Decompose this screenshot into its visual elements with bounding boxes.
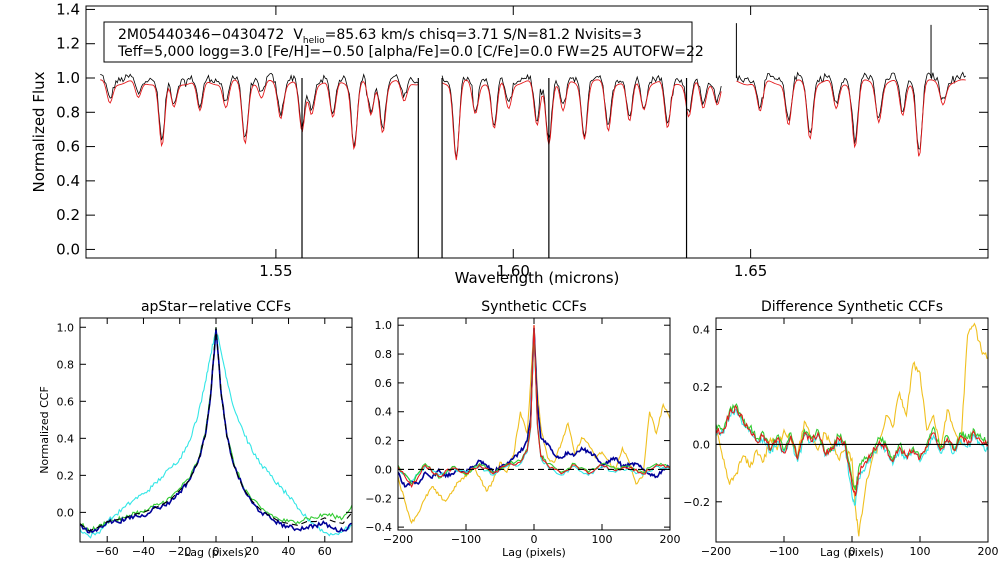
info-box-frame [103, 21, 693, 63]
apstar_ccf-ytick-label: 0.8 [57, 358, 75, 371]
apstar_ccf-xtick-label: −20 [168, 545, 191, 558]
spectrum-model-segment [100, 79, 418, 151]
spectrum-ytick-label: 1.0 [56, 69, 80, 87]
synthetic_ccf-series-red [398, 325, 670, 488]
apstar_ccf-ytick-label: 1.0 [57, 321, 75, 334]
synthetic_ccf-xtick-label: 200 [660, 533, 681, 546]
apstar_ccf-ytick-label: 0.0 [57, 506, 75, 519]
apstar_ccf-plot-area [80, 327, 352, 539]
difference_ccf-ytick-label: −0.2 [683, 496, 710, 509]
info-line-1: 2M05440346−0430472 Vhelio=85.63 km/s chis… [118, 27, 642, 46]
apstar_ccf-ytick-label: 0.6 [57, 395, 75, 408]
synthetic_ccf-xlabel: Lag (pixels) [502, 546, 566, 559]
synthetic_ccf-ytick-label: 0.0 [375, 463, 393, 476]
apstar_ccf-xtick-label: 40 [282, 545, 296, 558]
difference_ccf-series-gold [716, 322, 988, 537]
synthetic_ccf-ytick-label: 0.2 [375, 435, 393, 448]
difference_ccf-title: Difference Synthetic CCFs [761, 299, 943, 315]
spectrum-ytick-label: 0.8 [56, 103, 80, 121]
info-v-sub: helio [303, 36, 325, 46]
apstar_ccf-series-cyan [80, 329, 352, 539]
synthetic_ccf-ytick-label: −0.4 [365, 521, 392, 534]
apstar_ccf-series-navy [80, 329, 352, 534]
spectrum-observed-segment [100, 72, 418, 148]
synthetic_ccf-ytick-label: 0.4 [375, 406, 393, 419]
spectrum-xlabel: Wavelength (microns) [455, 269, 620, 287]
synthetic_ccf-xtick-label: 0 [531, 533, 538, 546]
spectrum-ytick-label: 0.4 [56, 172, 80, 190]
difference_ccf-series-red [716, 404, 988, 497]
difference_ccf-ytick-label: 0.2 [693, 381, 711, 394]
synthetic_ccf-xtick-label: −200 [383, 533, 413, 546]
info-v-prefix: V [293, 27, 303, 43]
apstar_ccf-xtick-label: 60 [318, 545, 332, 558]
info-object: 2M05440346−0430472 [118, 27, 284, 43]
difference_ccf-xtick-label: 100 [910, 545, 931, 558]
spectrum-panel: 1.55 1.60 1.65 0.0 0.2 0.4 0.6 0.8 1.0 1.2 1.4 Wave… [30, 0, 989, 287]
apstar_ccf-title: apStar−relative CCFs [141, 299, 291, 315]
spectrum-plot-area [100, 23, 966, 258]
apstar_ccf-ytick-label: 0.4 [57, 432, 75, 445]
difference_ccf-ytick-label: 0.0 [693, 438, 711, 451]
synthetic_ccf-ytick-label: −0.2 [365, 492, 392, 505]
difference_ccf-xtick-label: −100 [769, 545, 799, 558]
synthetic_ccf-xtick-label: −100 [451, 533, 481, 546]
synthetic_ccf-xtick-label: 100 [592, 533, 613, 546]
synthetic_ccf-series-gold [398, 325, 670, 525]
apstar_ccf-panel: −60 −40 −20 0 20 40 60 0.0 0.2 0.4 0.6 0.8 1.0 Lag (p… [38, 299, 353, 559]
synthetic_ccf-ytick-label: 1.0 [375, 319, 393, 332]
synthetic_ccf-series-green [398, 328, 670, 485]
synthetic_ccf-panel: −200 −100 0 100 200 −0.4 −0.2 0.0 0.2 0.4 0.6 0.8 1.… [365, 299, 680, 559]
apstar_ccf-xtick-label: 0 [213, 545, 220, 558]
difference_ccf-xtick-label: 200 [978, 545, 999, 558]
synthetic_ccf-ytick-label: 0.6 [375, 377, 393, 390]
apstar_ccf-frame [79, 317, 353, 543]
difference_ccf-panel: −200 −100 0 100 200 −0.2 0.0 0.2 0.4 Lag (pixels)… [683, 299, 998, 559]
spectrum-ytick-label: 1.2 [56, 35, 80, 53]
apstar_ccf-series-dashed [80, 327, 352, 532]
difference_ccf-xtick-label: 0 [849, 545, 856, 558]
difference_ccf-ytick-label: 0.4 [693, 323, 711, 336]
spectrum-ytick-label: 0.0 [56, 240, 80, 258]
spectrum-xtick-label: 1.60 [497, 262, 530, 280]
spectrum-xtick-label: 1.65 [734, 262, 767, 280]
apstar_ccf-xlabel: Lag (pixels) [184, 546, 248, 559]
star-info-box: 2M05440346−0430472 Vhelio=85.63 km/s chis… [103, 21, 704, 63]
apstar_ccf-xtick-label: −40 [132, 545, 155, 558]
spectrum-model-segment [441, 79, 722, 161]
spectrum-ytick-label: 1.4 [56, 0, 80, 18]
spectrum-frame [85, 5, 989, 259]
spectrum-xtick-label: 1.55 [259, 262, 292, 280]
synthetic_ccf-series-cyan [398, 329, 670, 482]
apstar_ccf-ylabel: Normalized CCF [38, 386, 51, 474]
apstar_ccf-series-green [80, 327, 352, 533]
info-line-2: Teff=5,000 logg=3.0 [Fe/H]=−0.50 [alpha/… [117, 44, 704, 60]
difference_ccf-xlabel: Lag (pixels) [820, 546, 884, 559]
difference_ccf-xtick-label: −200 [701, 545, 731, 558]
apstar_ccf-xtick-label: 20 [245, 545, 259, 558]
apstar_ccf-xtick-label: −60 [96, 545, 119, 558]
difference_ccf-frame [715, 317, 989, 543]
spectrum-ytick-label: 0.2 [56, 206, 80, 224]
spectrum-model-segment [736, 79, 966, 157]
apstar_ccf-ytick-label: 0.2 [57, 469, 75, 482]
difference_ccf-series-cyan [716, 408, 988, 507]
synthetic_ccf-frame [397, 317, 671, 531]
spectrum-ylabel: Normalized Flux [30, 71, 48, 192]
difference_ccf-plot-area [716, 322, 988, 537]
spectrum-ytick-label: 0.6 [56, 138, 80, 156]
synthetic_ccf-title: Synthetic CCFs [481, 299, 586, 315]
difference_ccf-series-green [716, 403, 988, 491]
synthetic_ccf-plot-area [398, 325, 670, 525]
synthetic_ccf-ytick-label: 0.8 [375, 348, 393, 361]
info-v-value: =85.63 km/s chisq=3.71 S/N=81.2 Nvisits=… [325, 27, 642, 43]
